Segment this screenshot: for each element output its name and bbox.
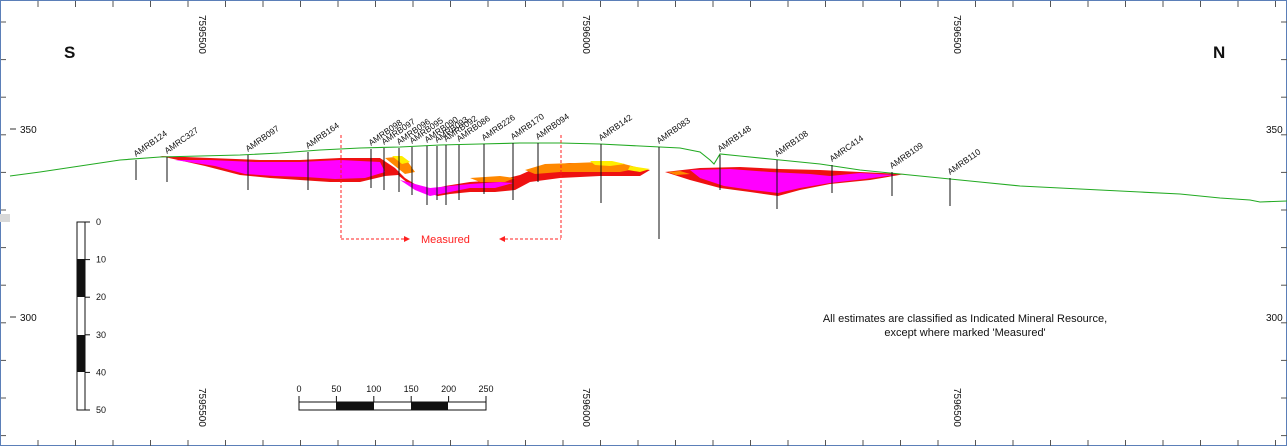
ore-body xyxy=(160,156,905,196)
top-easting-2: 7596000 xyxy=(580,15,591,54)
drillhole-label: AMRB124 xyxy=(131,128,169,159)
vertical-scale-label: 10 xyxy=(96,255,106,265)
horizontal-scale-bar: 0 50 100 150 200 250 xyxy=(296,384,494,411)
vertical-scale-label: 30 xyxy=(96,330,106,340)
direction-south: S xyxy=(64,43,75,62)
bottom-easting-2: 7596000 xyxy=(580,388,591,427)
horizontal-scale-label: 200 xyxy=(441,384,456,394)
vertical-scale-bar: 0 10 20 30 40 50 xyxy=(76,217,106,415)
drillhole-label: AMRB164 xyxy=(303,120,341,151)
vertical-scale-label: 20 xyxy=(96,292,106,302)
horizontal-scale-label: 0 xyxy=(296,384,301,394)
direction-north: N xyxy=(1213,43,1225,62)
drillhole-label: AMRB148 xyxy=(715,123,753,154)
bottom-easting-1: 7595500 xyxy=(196,388,207,427)
drillhole-label: AMRC414 xyxy=(827,133,865,164)
elevation-350-left: 350 xyxy=(20,125,37,136)
measured-zone: Measured xyxy=(340,135,562,246)
measured-label: Measured xyxy=(421,234,470,246)
topography-line xyxy=(9,142,1287,203)
drillhole-label: AMRB083 xyxy=(654,115,692,146)
elevation-350-right: 350 xyxy=(1266,125,1283,136)
drillhole-label: AMRC327 xyxy=(162,125,200,156)
drillhole-label: AMRB142 xyxy=(596,112,634,143)
horizontal-scale-label: 100 xyxy=(366,384,381,394)
drillhole-label: AMRB109 xyxy=(887,140,925,171)
note-line-1: All estimates are classified as Indicate… xyxy=(823,313,1107,325)
horizontal-scale-label: 50 xyxy=(331,384,341,394)
note-line-2: except where marked 'Measured' xyxy=(884,327,1045,339)
elevation-300-right: 300 xyxy=(1266,313,1283,324)
top-easting-1: 7595500 xyxy=(196,15,207,54)
vertical-scale-label: 50 xyxy=(96,405,106,415)
vertical-scale-label: 40 xyxy=(96,367,106,377)
horizontal-scale-label: 150 xyxy=(404,384,419,394)
drillhole-label: AMRB108 xyxy=(772,128,810,159)
drillhole-label: AMRB097 xyxy=(243,123,281,154)
bottom-easting-3: 7596500 xyxy=(951,388,962,427)
horizontal-scale-label: 250 xyxy=(478,384,493,394)
vertical-scale-label: 0 xyxy=(96,217,101,227)
elevation-300-left: 300 xyxy=(20,313,37,324)
drillhole-label: AMRB110 xyxy=(945,146,982,176)
edge-artifact xyxy=(0,214,10,222)
top-easting-3: 7596500 xyxy=(951,15,962,54)
